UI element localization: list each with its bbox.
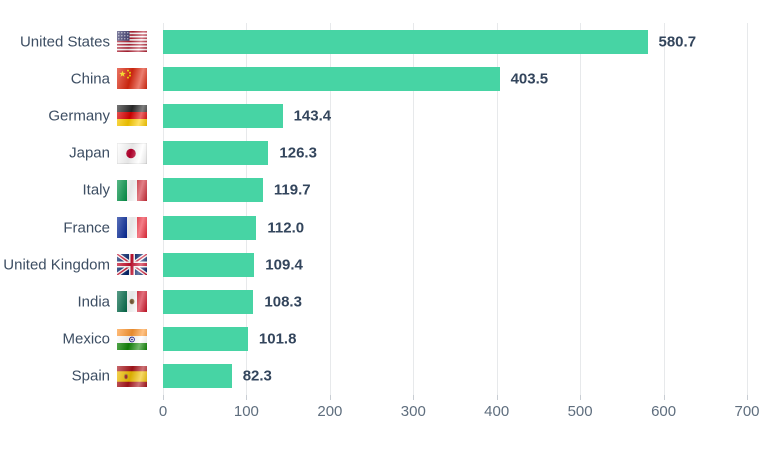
- category-label: India: [77, 293, 110, 311]
- chart-row-japan: Japan 126.3: [0, 135, 770, 172]
- united-kingdom-flag-icon: [117, 254, 147, 276]
- value-label: 126.3: [279, 144, 317, 162]
- category-label: France: [63, 219, 110, 237]
- value-label: 82.3: [242, 367, 272, 385]
- gridline-500: [580, 23, 582, 395]
- italy-flag-icon: [117, 179, 147, 201]
- india-flag-icon: [117, 328, 147, 350]
- value-label: 109.4: [265, 256, 303, 274]
- chart-row-india: Mexico 101.8: [0, 321, 770, 358]
- gridline-100: [246, 23, 248, 395]
- category-label: China: [70, 70, 110, 88]
- category-label: United Kingdom: [3, 256, 110, 274]
- axis-tick: [413, 395, 415, 400]
- bar: [163, 178, 263, 203]
- chart-row-germany: Germany 143.4: [0, 97, 770, 134]
- chart-row-spain: Spain 82.3: [0, 358, 770, 395]
- category-label: Japan: [69, 144, 110, 162]
- axis-tick: [163, 395, 164, 400]
- axis-tick-label: 300: [400, 403, 426, 420]
- japan-flag-icon: [117, 142, 147, 164]
- bar: [163, 252, 255, 277]
- axis-tick: [496, 395, 498, 400]
- bar: [163, 289, 254, 314]
- chart-row-united-kingdom: United Kingdom 109.4: [0, 246, 770, 283]
- chart-row-mexico: India 108.3: [0, 283, 770, 320]
- axis-tick: [663, 395, 665, 400]
- chart-row-united-states: United States 580.7: [0, 23, 770, 60]
- mexico-flag-icon: [117, 291, 147, 313]
- chart-row-china: China 403.5: [0, 60, 770, 97]
- category-label: Italy: [82, 181, 110, 199]
- axis-tick: [747, 395, 748, 400]
- value-label: 403.5: [510, 70, 549, 88]
- value-label: 143.4: [293, 107, 332, 125]
- gridline-200: [329, 23, 331, 395]
- category-label: United States: [19, 33, 110, 51]
- axis-tick-label: 600: [651, 403, 677, 420]
- bar: [163, 66, 500, 91]
- bar: [163, 327, 248, 352]
- spain-flag-icon: [117, 365, 147, 387]
- gridline-700: [747, 23, 748, 395]
- value-label: 119.7: [273, 181, 311, 199]
- axis-tick: [246, 395, 248, 400]
- axis-tick: [329, 395, 331, 400]
- axis-tick-label: 500: [567, 403, 593, 420]
- category-label: Spain: [71, 367, 110, 385]
- gridline-0: [163, 23, 164, 395]
- china-flag-icon: [117, 68, 147, 90]
- bar: [163, 29, 648, 54]
- axis-tick-label: 0: [158, 403, 168, 420]
- france-flag-icon: [117, 217, 147, 239]
- axis-tick-label: 200: [317, 403, 343, 420]
- axis-tick-label: 100: [233, 403, 259, 420]
- bar: [163, 141, 269, 166]
- category-label: Germany: [48, 107, 110, 125]
- germany-flag-icon: [117, 105, 147, 127]
- axis-tick-label: 400: [484, 403, 510, 420]
- bar: [163, 103, 283, 128]
- bar: [163, 364, 232, 389]
- category-label: Mexico: [62, 330, 110, 348]
- chart-row-france: France 112.0: [0, 209, 770, 246]
- value-label: 580.7: [658, 33, 697, 51]
- axis-tick: [580, 395, 582, 400]
- gridline-600: [663, 23, 665, 395]
- gridline-300: [413, 23, 415, 395]
- value-label: 112.0: [267, 219, 305, 237]
- gridline-400: [496, 23, 498, 395]
- united-states-flag-icon: [117, 31, 147, 53]
- value-label: 101.8: [258, 330, 297, 348]
- value-label: 108.3: [264, 293, 302, 311]
- bar: [163, 215, 257, 240]
- chart-row-italy: Italy 119.7: [0, 172, 770, 209]
- axis-tick-label: 700: [734, 403, 760, 420]
